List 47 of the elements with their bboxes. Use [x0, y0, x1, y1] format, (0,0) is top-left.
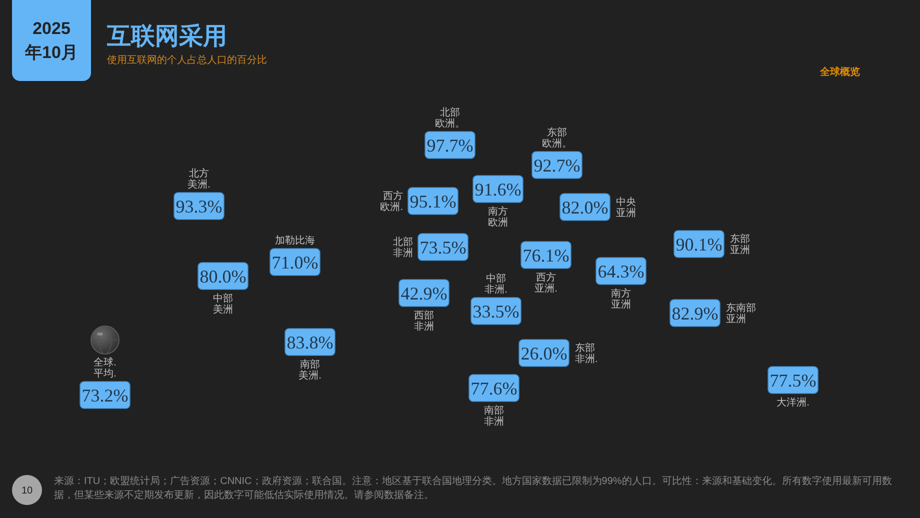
category-label: 南部非洲 — [484, 404, 504, 428]
category-label: 西部非洲 — [414, 310, 434, 332]
category-label: 中部非洲. — [484, 272, 508, 296]
data-label: 82.9% — [672, 303, 718, 324]
data-label: 33.5% — [472, 301, 520, 322]
data-label: 76.1% — [522, 245, 570, 266]
category-label: 南方欧洲 — [488, 206, 508, 228]
category-label: 大洋洲. — [776, 396, 810, 408]
data-label: 77.5% — [770, 370, 816, 390]
category-label: 西方亚洲. — [534, 272, 558, 294]
category-label: 北方美洲. — [188, 168, 210, 190]
category-label: 全球.平均. — [94, 356, 116, 380]
category-label: 中部美洲 — [213, 292, 233, 316]
data-label: 82.0% — [562, 197, 608, 218]
category-label: 北部非洲 — [393, 236, 413, 259]
source-note: 来源：ITU；欧盟统计局；广告资源；CNNIC；政府资源；联合国。注意：地区基于联合国地理分类。地方国家数据已限制为99%的人口。可比性：来源和基础变化。所有数字使用最新可用数据，但某些来源不定期发布更新，因此数字可能低估实际使用情况。请参阅数据备注。 — [54, 475, 892, 501]
category-label: 加勒比海 — [275, 234, 315, 246]
category-label: 东部亚洲 — [730, 233, 750, 256]
data-label: 73.5% — [420, 237, 466, 258]
category-label: 东南部亚洲 — [726, 302, 756, 325]
text: 全球概览 — [819, 66, 860, 78]
category-label: 南方亚洲 — [611, 288, 631, 310]
text: 年10月 — [24, 43, 78, 62]
category-label: 南部美洲. — [298, 358, 322, 382]
data-label: 26.0% — [520, 343, 568, 364]
data-label: 95.1% — [410, 191, 456, 212]
data-label: 71.0% — [272, 252, 318, 272]
data-label: 77.6% — [470, 378, 518, 398]
data-label: 80.0% — [200, 266, 246, 286]
category-label: 中央亚洲 — [616, 196, 636, 219]
text: 互联网采用 — [106, 23, 227, 50]
category-label: 西方欧洲. — [380, 190, 403, 213]
data-label: 64.3% — [598, 261, 644, 282]
data-label: 73.2% — [82, 385, 128, 406]
data-label: 93.3% — [176, 196, 222, 216]
data-label: 91.6% — [474, 179, 522, 200]
data-label: 92.7% — [534, 155, 580, 176]
category-label: 东部欧洲。 — [542, 126, 572, 150]
data-label: 97.7% — [426, 135, 474, 156]
category-label: 东部非洲. — [575, 342, 598, 365]
text: 10 — [21, 486, 33, 496]
data-label: 42.9% — [400, 283, 448, 304]
data-label: 90.1% — [676, 234, 722, 254]
text: 2025 — [32, 19, 70, 38]
category-label: 北部欧洲。 — [435, 106, 465, 130]
text: 使用互联网的个人占总人口的百分比 — [107, 54, 267, 66]
data-label: 83.8% — [286, 332, 334, 352]
